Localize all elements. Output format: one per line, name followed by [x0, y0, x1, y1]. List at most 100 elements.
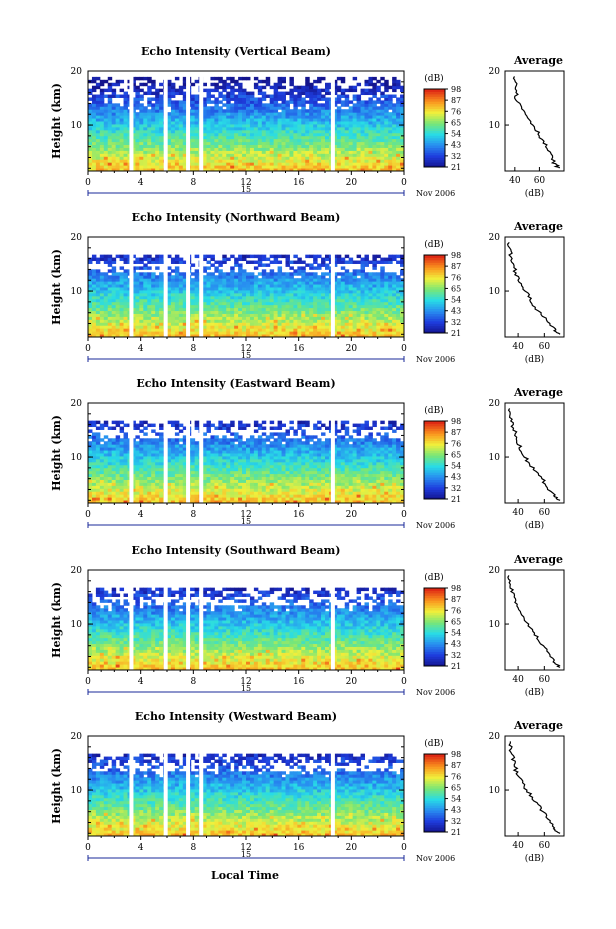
heatmap-cell [396, 298, 401, 303]
heatmap-cell [305, 272, 310, 276]
heatmap-cell [384, 138, 389, 143]
heatmap-cell [159, 313, 164, 317]
heatmap-cell [135, 103, 140, 107]
heatmap-cell [147, 115, 152, 119]
heatmap-cell [372, 103, 377, 107]
heatmap-cell [143, 307, 148, 312]
heatmap-cell [218, 319, 223, 323]
heatmap-cell [392, 275, 397, 279]
heatmap-cell [242, 316, 247, 320]
heatmap-cell [392, 328, 397, 332]
heatmap-cell [147, 316, 152, 320]
heatmap-cell [281, 281, 286, 285]
heatmap-cell [400, 147, 405, 151]
heatmap-cell [135, 150, 140, 154]
heatmap-cell [305, 150, 310, 154]
heatmap-cell [368, 334, 373, 338]
heatmap-cell [396, 79, 401, 84]
heatmap-cell [261, 319, 267, 323]
heatmap-cell [174, 325, 180, 329]
heatmap-cell [273, 106, 279, 110]
heatmap-cell [155, 432, 160, 436]
heatmap-cell [340, 316, 346, 320]
heatmap-cell [95, 292, 101, 297]
heatmap-cell [400, 281, 405, 285]
heatmap-cell [336, 310, 342, 314]
heatmap-cell [348, 281, 354, 285]
heatmap-cell [352, 331, 358, 335]
heatmap-cell [226, 257, 231, 262]
heatmap-cell [88, 292, 93, 297]
heatmap-cell [91, 500, 97, 504]
heatmap-cell [360, 165, 365, 169]
heatmap-cell [107, 281, 113, 285]
colorbar-band [424, 120, 445, 124]
heatmap-cell [253, 278, 259, 282]
colorbar-band [424, 108, 445, 112]
heatmap-cell [135, 94, 140, 98]
heatmap-cell [309, 272, 314, 276]
heatmap-cell [352, 325, 358, 329]
heatmap-cell [88, 450, 93, 454]
heatmap-cell [372, 129, 377, 134]
heatmap-cell [400, 159, 405, 163]
heatmap-cell [297, 325, 302, 329]
x-tick-label: 0 [401, 178, 407, 188]
heatmap-cell [384, 316, 389, 320]
heatmap-cell [95, 328, 101, 332]
heatmap-cell [155, 325, 160, 329]
heatmap-cell [396, 307, 401, 312]
heatmap-cell [376, 135, 381, 140]
heatmap-cell [265, 147, 271, 151]
heatmap-cell [95, 144, 101, 148]
heatmap-cell [242, 121, 247, 125]
heatmap-cell [301, 97, 306, 101]
heatmap-cell [376, 153, 381, 157]
heatmap-cell [372, 325, 377, 329]
heatmap-cell [95, 97, 101, 101]
heatmap-cell [103, 278, 109, 282]
heatmap-cell [131, 301, 136, 306]
heatmap-cell [206, 292, 211, 297]
heatmap-cell [214, 313, 219, 317]
heatmap-cell [392, 281, 397, 285]
heatmap-cell [309, 284, 314, 288]
heatmap-cell [107, 485, 113, 489]
heatmap-cell [147, 313, 152, 317]
heatmap-cell [115, 310, 121, 314]
heatmap-cell [249, 144, 255, 148]
heatmap-cell [246, 284, 251, 288]
heatmap-cell [230, 147, 235, 151]
heatmap-cell [364, 313, 369, 317]
heatmap-cell [107, 334, 113, 338]
heatmap-cell [289, 266, 294, 270]
heatmap-cell [88, 467, 93, 472]
heatmap-cell [206, 310, 211, 314]
heatmap-cell [131, 147, 136, 151]
heatmap-cell [242, 150, 247, 154]
heatmap-cell [131, 470, 136, 475]
heatmap-cell [360, 334, 365, 338]
heatmap-cell [384, 141, 389, 146]
heatmap-cell [218, 132, 223, 137]
heatmap-cell [364, 106, 369, 110]
heatmap-cell [170, 257, 176, 262]
heatmap-cell [119, 464, 125, 469]
heatmap-cell [147, 118, 152, 122]
heatmap-cell [352, 141, 358, 146]
heatmap-cell [246, 115, 251, 119]
heatmap-cell [344, 109, 350, 113]
heatmap-cell [167, 144, 172, 148]
heatmap-cell [238, 97, 243, 101]
heatmap-cell [344, 150, 350, 154]
heatmap-cell [155, 132, 160, 137]
heatmap-cell [119, 482, 125, 486]
heatmap-cell [139, 103, 144, 107]
heatmap-cell [123, 435, 128, 439]
heatmap-cell [368, 328, 373, 332]
heatmap-cell [285, 147, 290, 151]
heatmap-cell [222, 275, 227, 279]
heatmap-cell [344, 310, 350, 314]
heatmap-cell [91, 497, 97, 501]
heatmap-cell [103, 325, 109, 329]
